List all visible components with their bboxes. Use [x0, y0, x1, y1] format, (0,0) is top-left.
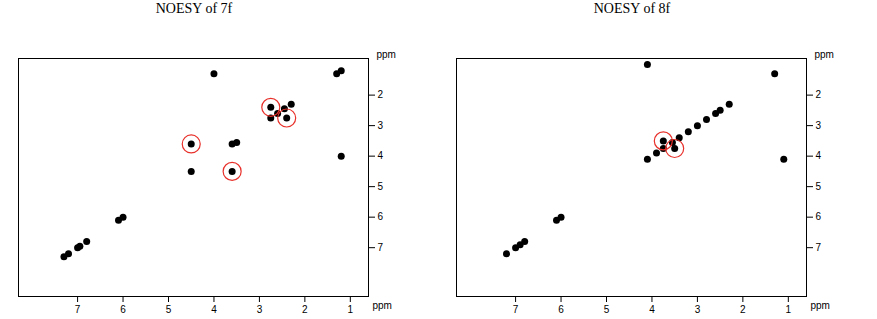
html-text:NOESY of 7f: NOESY of 7f	[155, 1, 233, 16]
svg-text:5: 5	[816, 181, 822, 192]
svg-text:2: 2	[740, 304, 746, 315]
svg-text:3: 3	[695, 304, 701, 315]
svg-text:2: 2	[302, 304, 308, 315]
svg-text:3: 3	[257, 304, 263, 315]
svg-text:2: 2	[378, 89, 384, 100]
svg-text:7: 7	[816, 242, 822, 253]
svg-text:6: 6	[816, 211, 822, 222]
svg-text:4: 4	[816, 150, 822, 161]
svg-text:6: 6	[378, 211, 384, 222]
svg-text:ppm: ppm	[373, 300, 392, 311]
svg-text:3: 3	[816, 120, 822, 131]
svg-text:1: 1	[348, 304, 354, 315]
svg-text:ppm: ppm	[377, 49, 396, 60]
svg-text:3: 3	[378, 120, 384, 131]
svg-text:1: 1	[786, 304, 792, 315]
svg-text:5: 5	[378, 181, 384, 192]
svg-text:5: 5	[604, 304, 610, 315]
svg-text:4: 4	[649, 304, 655, 315]
svg-text:2: 2	[816, 89, 822, 100]
svg-text:6: 6	[558, 304, 564, 315]
svg-text:7: 7	[378, 242, 384, 253]
svg-text:6: 6	[120, 304, 126, 315]
svg-text:4: 4	[378, 150, 384, 161]
html-text:NOESY of 8f: NOESY of 8f	[593, 1, 671, 16]
svg-text:5: 5	[166, 304, 172, 315]
svg-text:7: 7	[513, 304, 519, 315]
svg-text:7: 7	[75, 304, 81, 315]
svg-text:ppm: ppm	[815, 49, 834, 60]
svg-text:ppm: ppm	[811, 300, 830, 311]
svg-text:4: 4	[211, 304, 217, 315]
